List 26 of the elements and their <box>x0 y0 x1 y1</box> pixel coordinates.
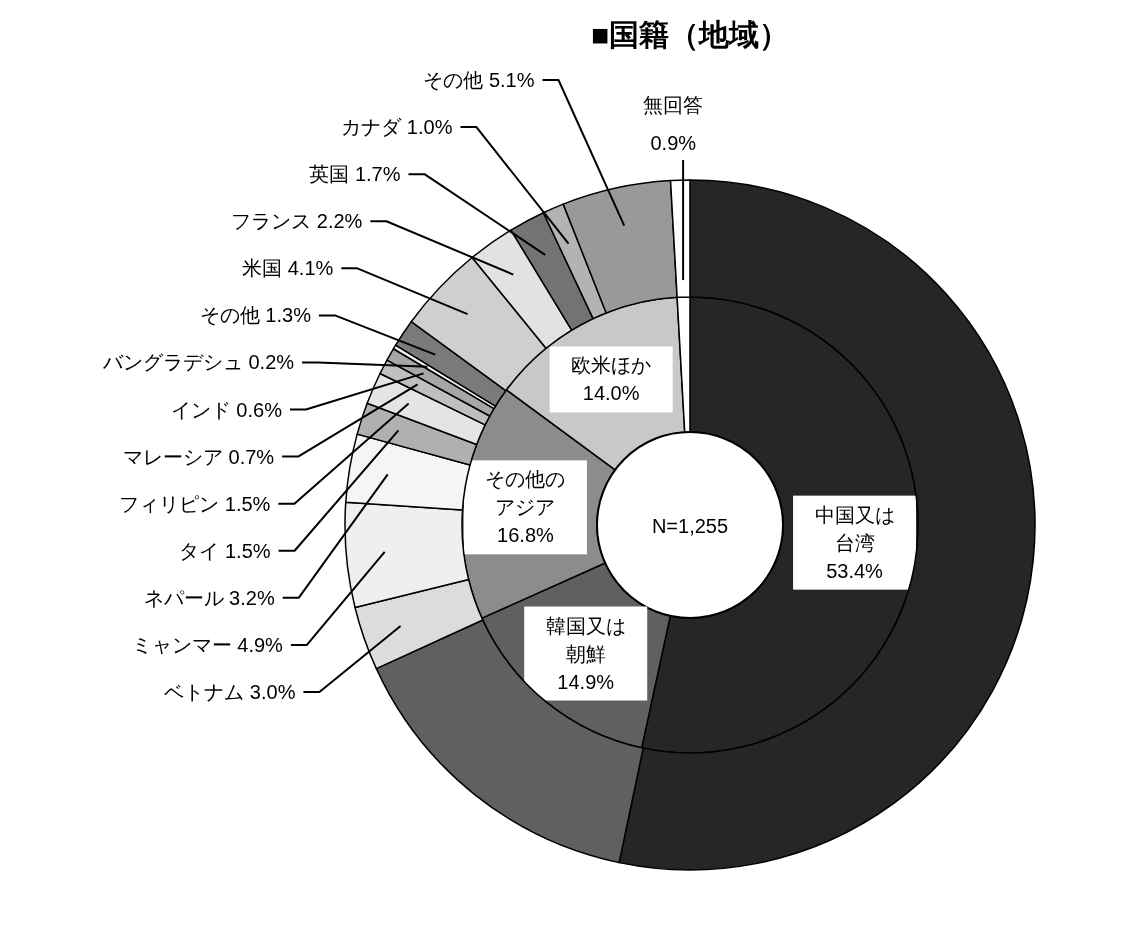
slice-label: 中国又は台湾 <box>814 503 895 554</box>
data-label: 0.9% <box>650 132 697 154</box>
slice-label: インド 0.6% <box>170 398 283 421</box>
slice-label: ネパール 3.2% <box>143 586 275 609</box>
slice-label: ミャンマー 4.9% <box>131 633 284 656</box>
slice-label: ベトナム 3.0% <box>164 681 296 703</box>
data-label: 53.4% <box>826 559 884 582</box>
slice-label: 韓国又は朝鮮 <box>545 614 626 665</box>
slice-label: 欧米ほか <box>571 354 652 377</box>
slice-label: バングラデシュ 0.2% <box>101 351 295 374</box>
slice-label: 無回答 <box>643 94 704 116</box>
slice-label: 英国 1.7% <box>309 163 401 186</box>
data-label: 14.0% <box>582 382 640 405</box>
data-label: 16.8% <box>497 524 555 547</box>
slice-label: タイ 1.5% <box>179 539 271 562</box>
slice-label: フィリピン 1.5% <box>119 492 271 515</box>
slice-label: カナダ 1.0% <box>341 116 453 139</box>
slice-label: マレーシア 0.7% <box>122 445 275 468</box>
slice-label: フランス 2.2% <box>231 210 363 233</box>
text: N=1,255 <box>651 515 729 537</box>
slice-label: 米国 4.1% <box>242 257 334 280</box>
data-label: 14.9% <box>557 670 615 693</box>
slice-label: その他 5.1% <box>423 69 535 91</box>
slice-label: その他のアジア <box>485 468 566 519</box>
chart-title: ■国籍（地域） <box>590 18 790 51</box>
slice-label: その他 1.3% <box>199 304 312 327</box>
